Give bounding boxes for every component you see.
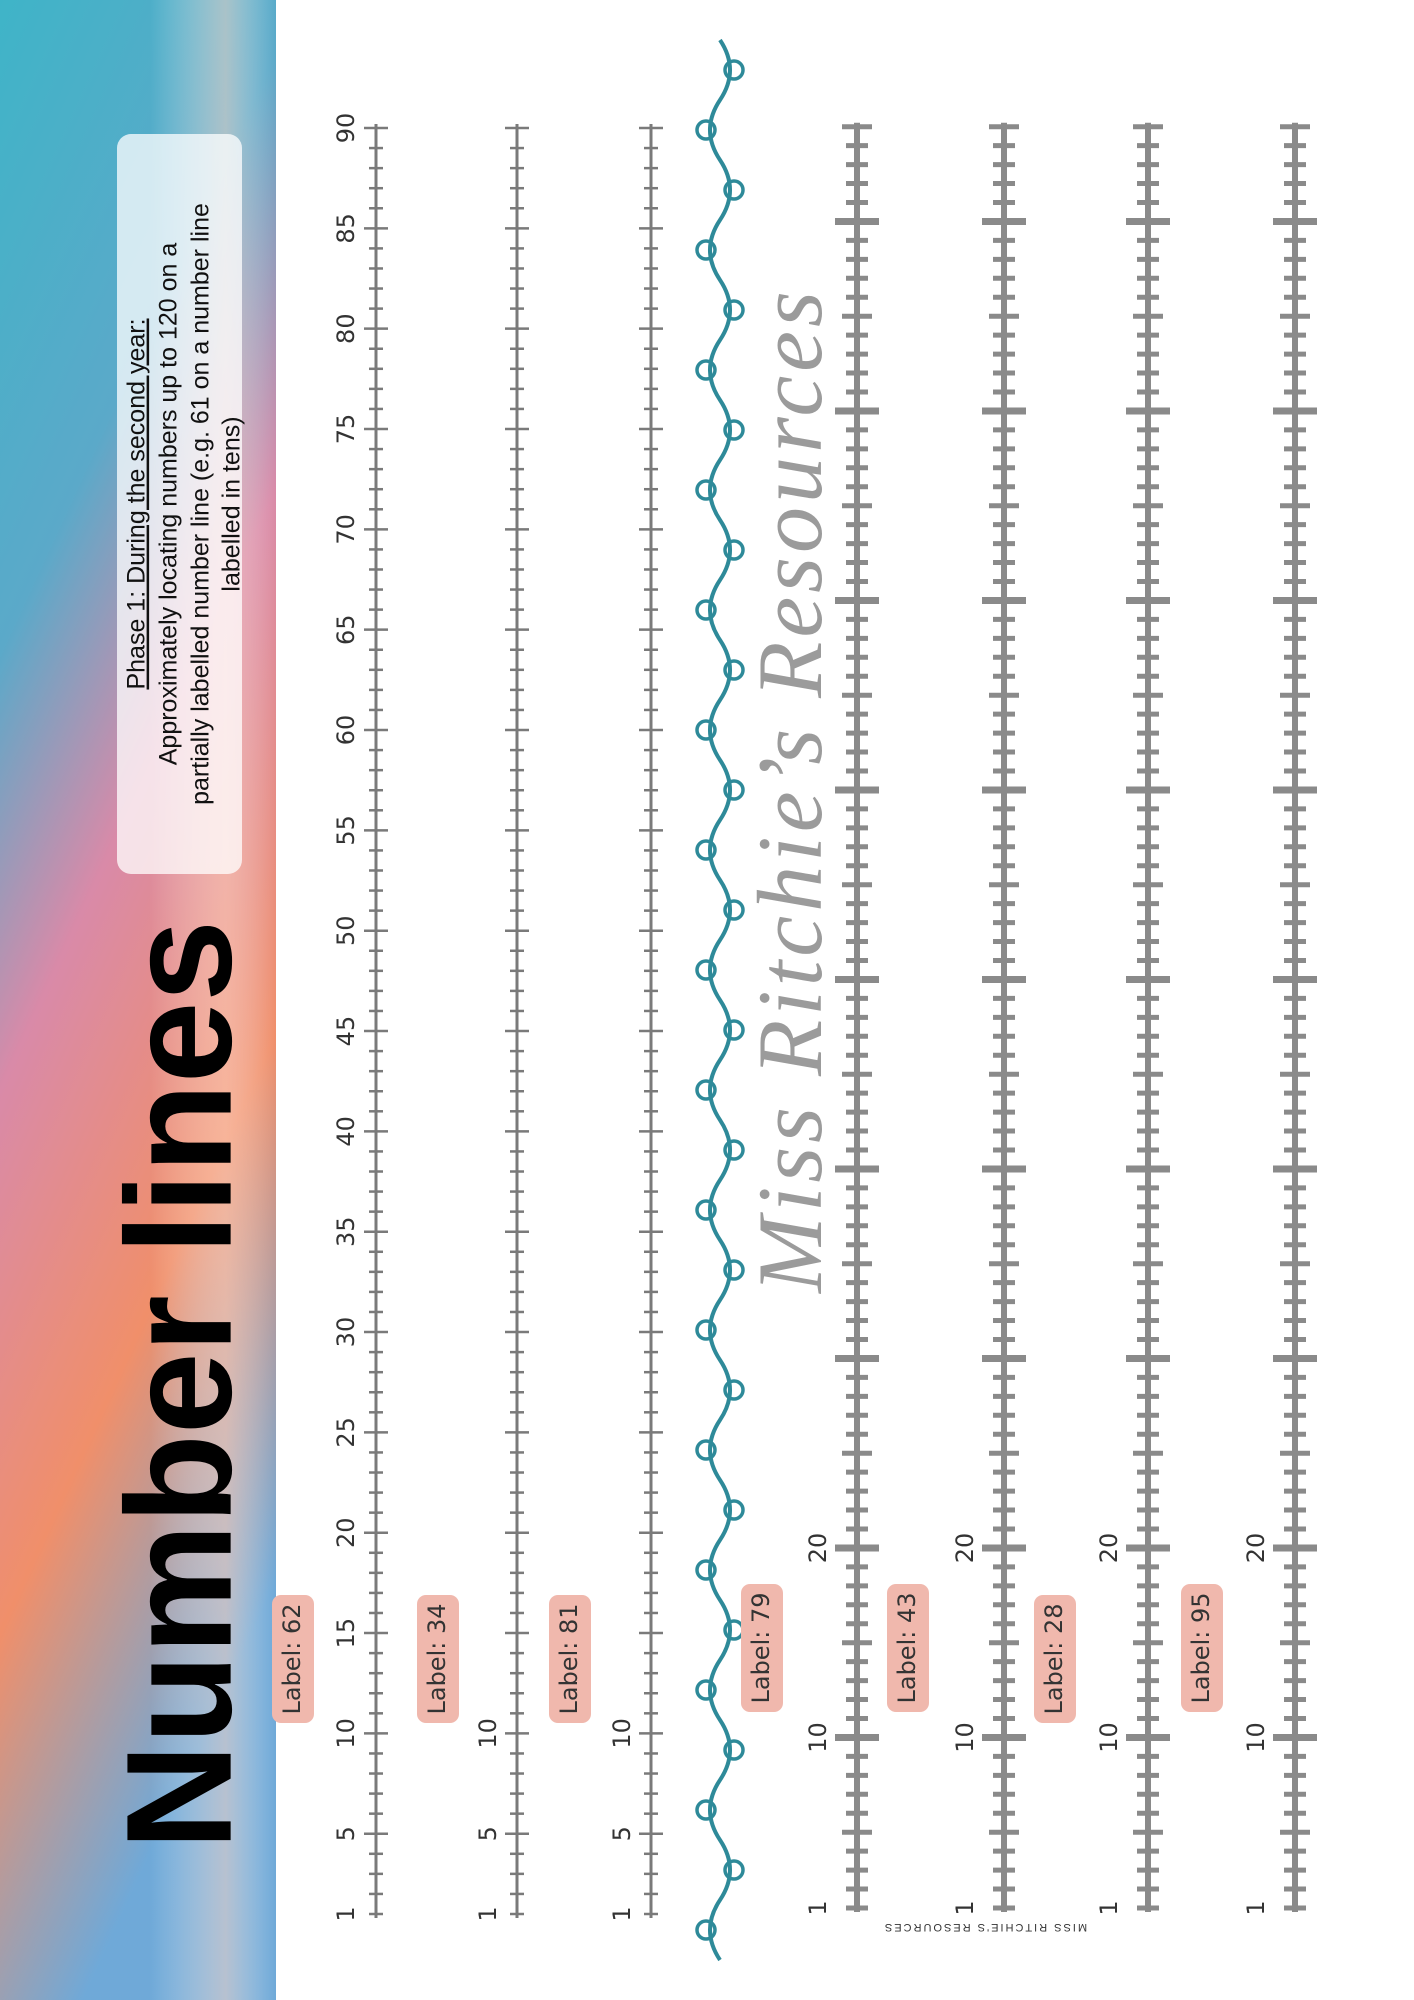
phase-title: Phase 1: During the second year: [123, 318, 151, 689]
tick-label: 1 [474, 1906, 502, 1921]
swirl-curl [723, 1379, 745, 1401]
swirl-curl [723, 1739, 745, 1761]
label-text: Label: 28 [1040, 1604, 1068, 1715]
tick-label: 85 [332, 213, 360, 244]
tick-label: 20 [1242, 1533, 1270, 1564]
swirl-curl [695, 1799, 717, 1821]
swirl-curl [695, 959, 717, 981]
number-lines: 151015202530354045505560657075808590Labe… [272, 113, 1317, 1922]
phase-text: Approximately locating numbers up to 120… [155, 243, 183, 766]
decorative-border [695, 38, 745, 1962]
tick-label: 1 [1242, 1900, 1270, 1915]
swirl-line [708, 38, 732, 1962]
tick-label: 10 [1095, 1722, 1123, 1753]
label-box [1181, 1584, 1223, 1712]
tick-label: 20 [951, 1533, 979, 1564]
swirl-curl [723, 1259, 745, 1281]
swirl-curl [695, 1919, 717, 1941]
phase-text: labelled in tens) [218, 416, 246, 591]
tick-label: 50 [332, 915, 360, 946]
tick-label: 30 [332, 1317, 360, 1348]
swirl-curl [695, 1319, 717, 1341]
tick-label: 10 [474, 1718, 502, 1749]
label-box [741, 1584, 783, 1712]
swirl-curl [723, 1499, 745, 1521]
phase-box [117, 134, 242, 874]
swirl-curl [695, 719, 717, 741]
swirl-curl [723, 299, 745, 321]
swirl-curl [723, 1019, 745, 1041]
swirl-curl [723, 539, 745, 561]
tick-label: 10 [608, 1718, 636, 1749]
swirl-curl [695, 1439, 717, 1461]
tick-label: 1 [608, 1906, 636, 1921]
swirl-curl [695, 239, 717, 261]
tick-label: 35 [332, 1216, 360, 1247]
swirl-curl [695, 479, 717, 501]
swirl-curl [723, 179, 745, 201]
label-text: Label: 79 [747, 1593, 775, 1704]
phase-text: partially labelled number line (e.g. 61 … [187, 203, 215, 805]
swirl-curl [695, 1079, 717, 1101]
tick-label: 90 [332, 113, 360, 144]
swirl-curl [695, 1559, 717, 1581]
swirl-curl [695, 1679, 717, 1701]
tick-label: 40 [332, 1116, 360, 1147]
label-text: Label: 43 [893, 1593, 921, 1704]
swirl-curl [695, 119, 717, 141]
label-box [887, 1584, 929, 1712]
swirl-curl [695, 839, 717, 861]
tick-label: 10 [1242, 1722, 1270, 1753]
tick-label: 45 [332, 1016, 360, 1047]
tick-label: 5 [332, 1826, 360, 1841]
tick-label: 20 [1095, 1533, 1123, 1564]
tick-label: 1 [951, 1900, 979, 1915]
swirl-curl [695, 359, 717, 381]
tick-label: 75 [332, 414, 360, 445]
tick-label: 5 [474, 1826, 502, 1841]
label-text: Label: 34 [423, 1604, 451, 1715]
tick-label: 1 [804, 1900, 832, 1915]
swirl-curl [695, 1199, 717, 1221]
tick-label: 55 [332, 815, 360, 846]
swirl-curl [695, 599, 717, 621]
swirl-curl [723, 659, 745, 681]
swirl-curl [723, 1139, 745, 1161]
page-title: Number lines [95, 920, 263, 1850]
swirl-curl [723, 779, 745, 801]
label-box [417, 1595, 459, 1723]
label-text: Label: 62 [278, 1604, 306, 1715]
tick-label: 10 [951, 1722, 979, 1753]
footer: MISS RITCHIE'S RESOURCES [883, 1921, 1087, 1933]
tick-label: 20 [804, 1533, 832, 1564]
tick-label: 65 [332, 614, 360, 645]
watermark: Miss Ritchie’s Resources [739, 287, 841, 1295]
tick-label: 1 [1095, 1900, 1123, 1915]
tick-label: 10 [332, 1718, 360, 1749]
label-box [1034, 1595, 1076, 1723]
tick-label: 5 [608, 1826, 636, 1841]
swirl-curl [723, 1619, 745, 1641]
tick-label: 10 [804, 1722, 832, 1753]
swirl-curl [723, 419, 745, 441]
label-box [549, 1595, 591, 1723]
swirl-curl [723, 899, 745, 921]
tick-label: 1 [332, 1906, 360, 1921]
tick-label: 60 [332, 715, 360, 746]
swirl-curl [723, 59, 745, 81]
swirl-curl [723, 1859, 745, 1881]
tick-label: 70 [332, 514, 360, 545]
tick-label: 80 [332, 313, 360, 344]
label-text: Label: 81 [555, 1604, 583, 1715]
label-text: Label: 95 [1187, 1593, 1215, 1704]
tick-label: 15 [332, 1618, 360, 1649]
tick-label: 25 [332, 1417, 360, 1448]
label-box [272, 1595, 314, 1723]
tick-label: 20 [332, 1517, 360, 1548]
